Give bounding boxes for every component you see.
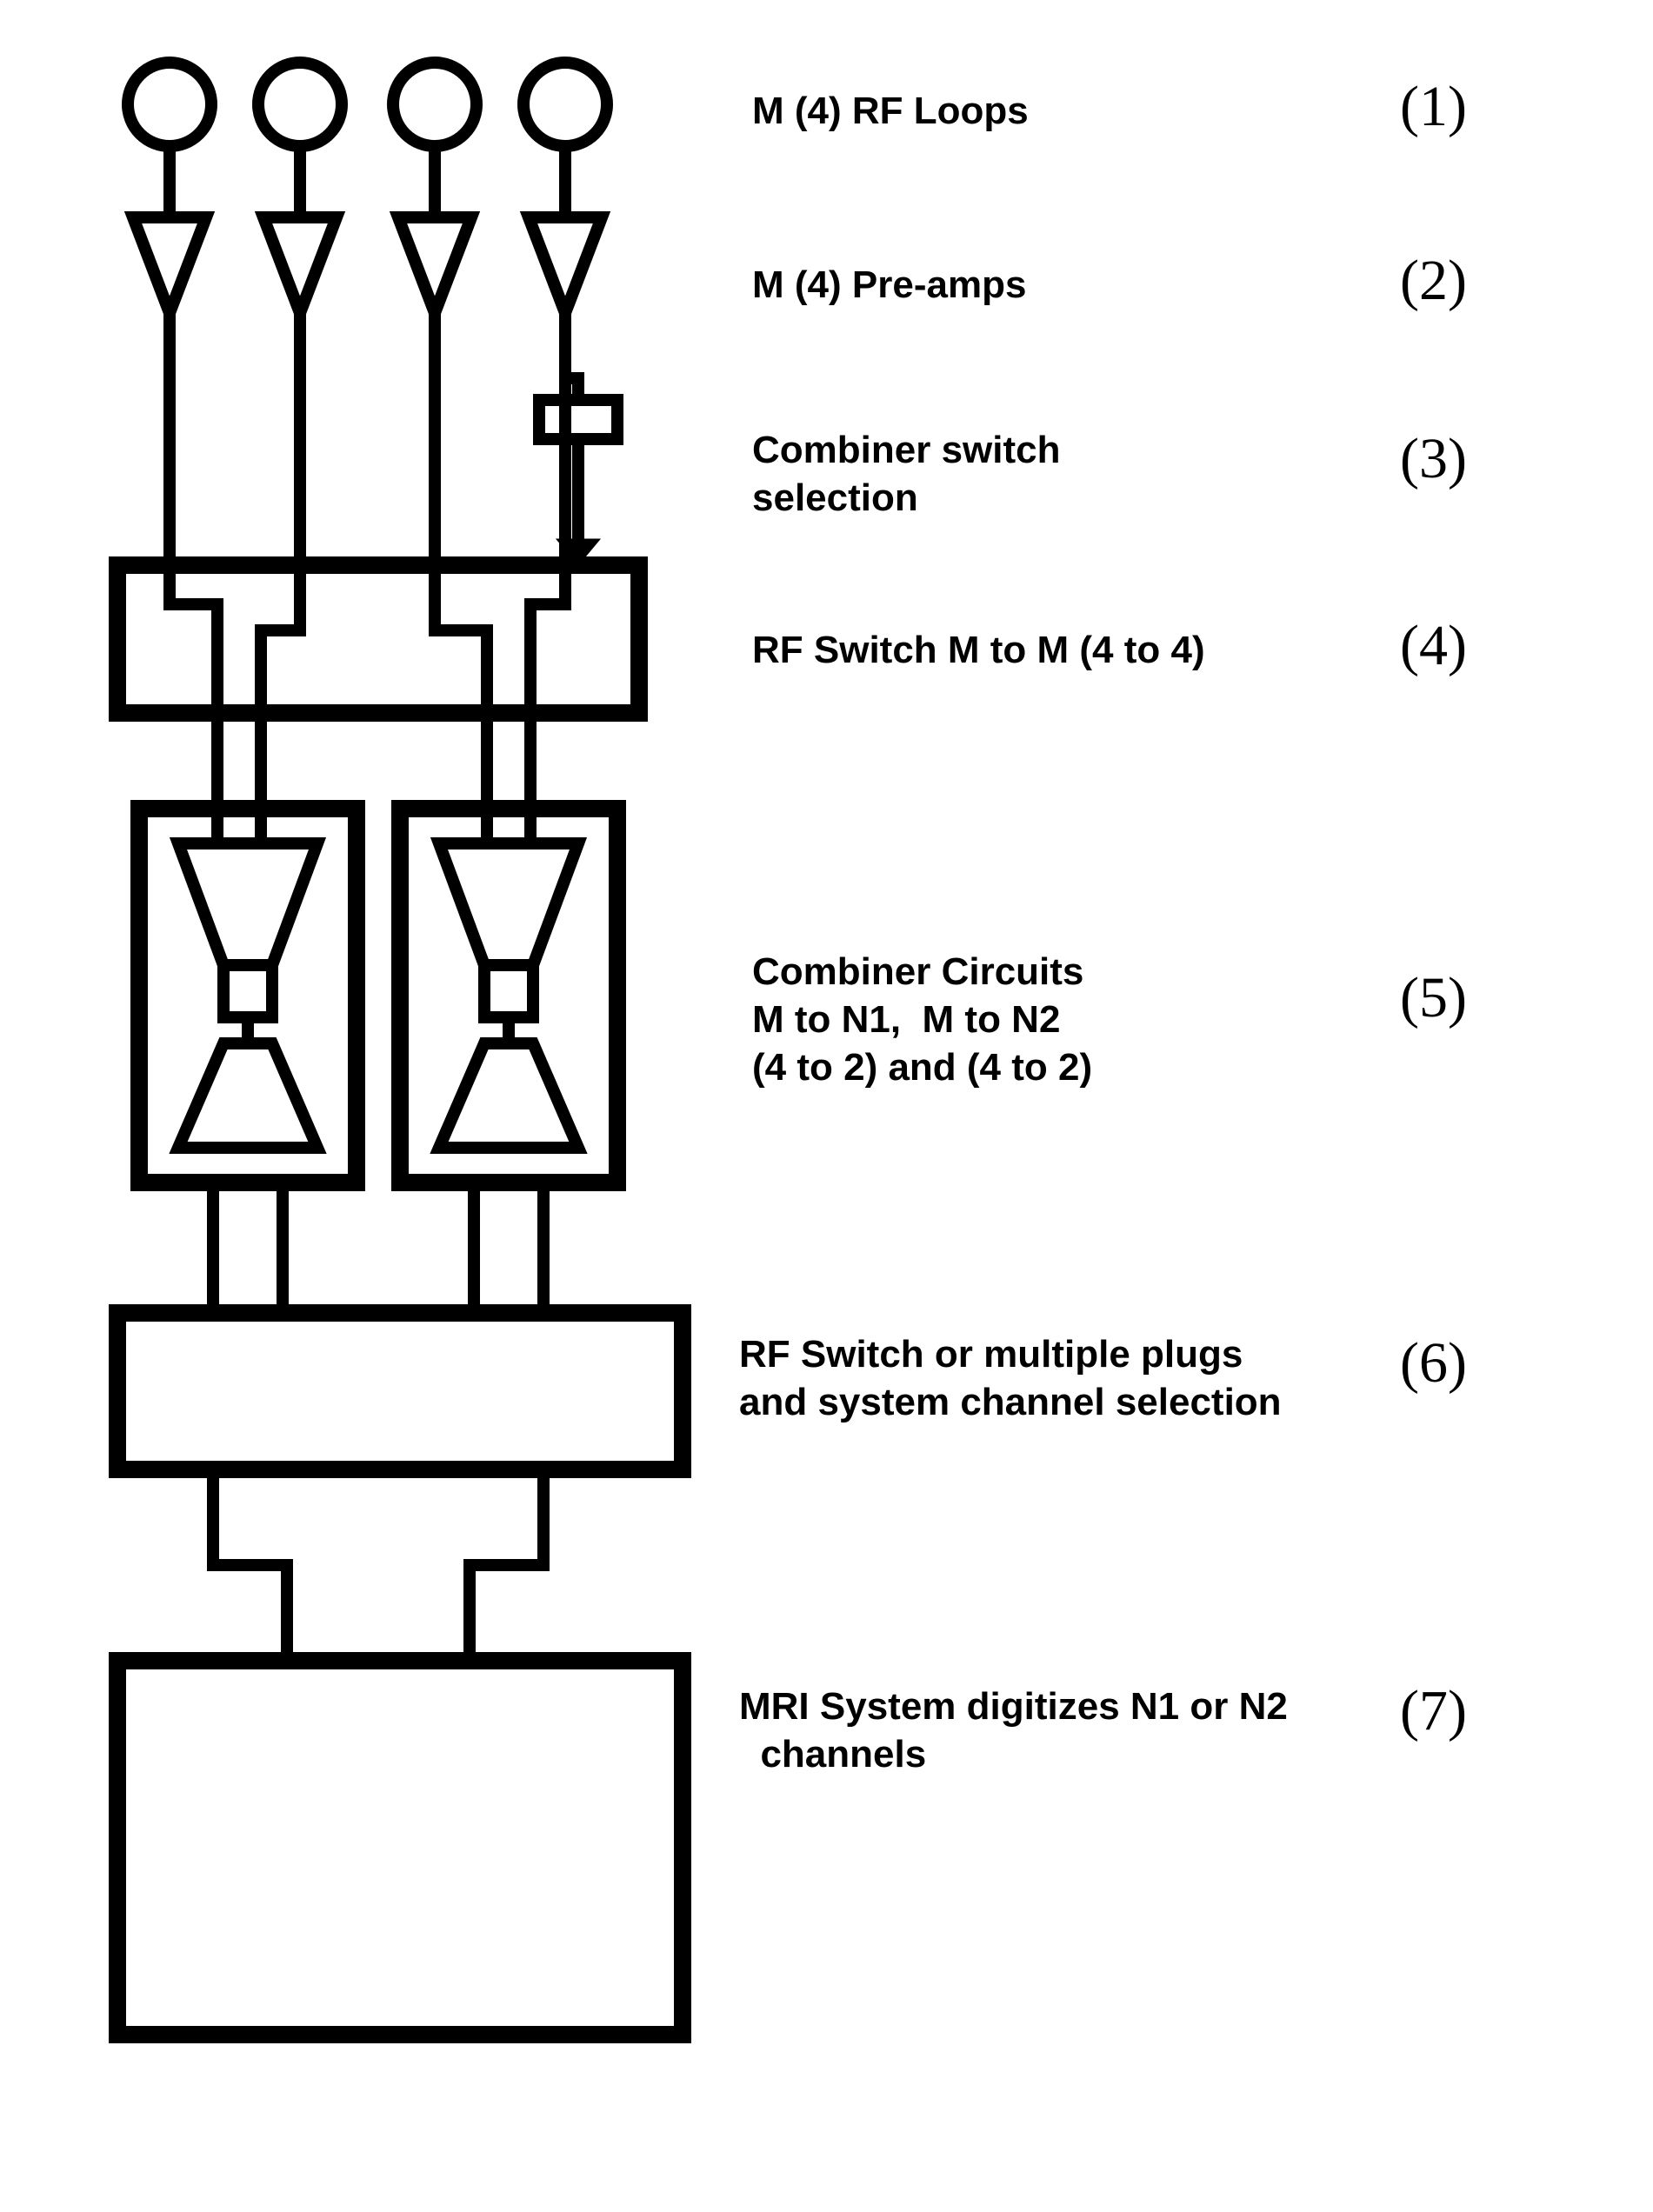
step-number-7: (7)	[1400, 1678, 1467, 1744]
label-mri: MRI System digitizes N1 or N2 channels	[739, 1682, 1288, 1778]
page: M (4) RF Loops M (4) Pre-amps Combiner s…	[0, 0, 1653, 2212]
block-diagram	[0, 0, 1653, 2212]
step-number-5: (5)	[1400, 965, 1467, 1031]
step-number-4: (4)	[1400, 613, 1467, 679]
label-rf-loops: M (4) RF Loops	[752, 87, 1029, 135]
label-rf-switch-1: RF Switch M to M (4 to 4)	[752, 626, 1205, 674]
label-combiners: Combiner Circuits M to N1, M to N2 (4 to…	[752, 948, 1092, 1091]
step-number-2: (2)	[1400, 248, 1467, 314]
label-rf-switch-2: RF Switch or multiple plugs and system c…	[739, 1330, 1282, 1426]
label-combiner-sel: Combiner switch selection	[752, 426, 1061, 522]
label-preamps: M (4) Pre-amps	[752, 261, 1026, 309]
step-number-6: (6)	[1400, 1330, 1467, 1396]
step-number-1: (1)	[1400, 74, 1467, 140]
step-number-3: (3)	[1400, 426, 1467, 492]
